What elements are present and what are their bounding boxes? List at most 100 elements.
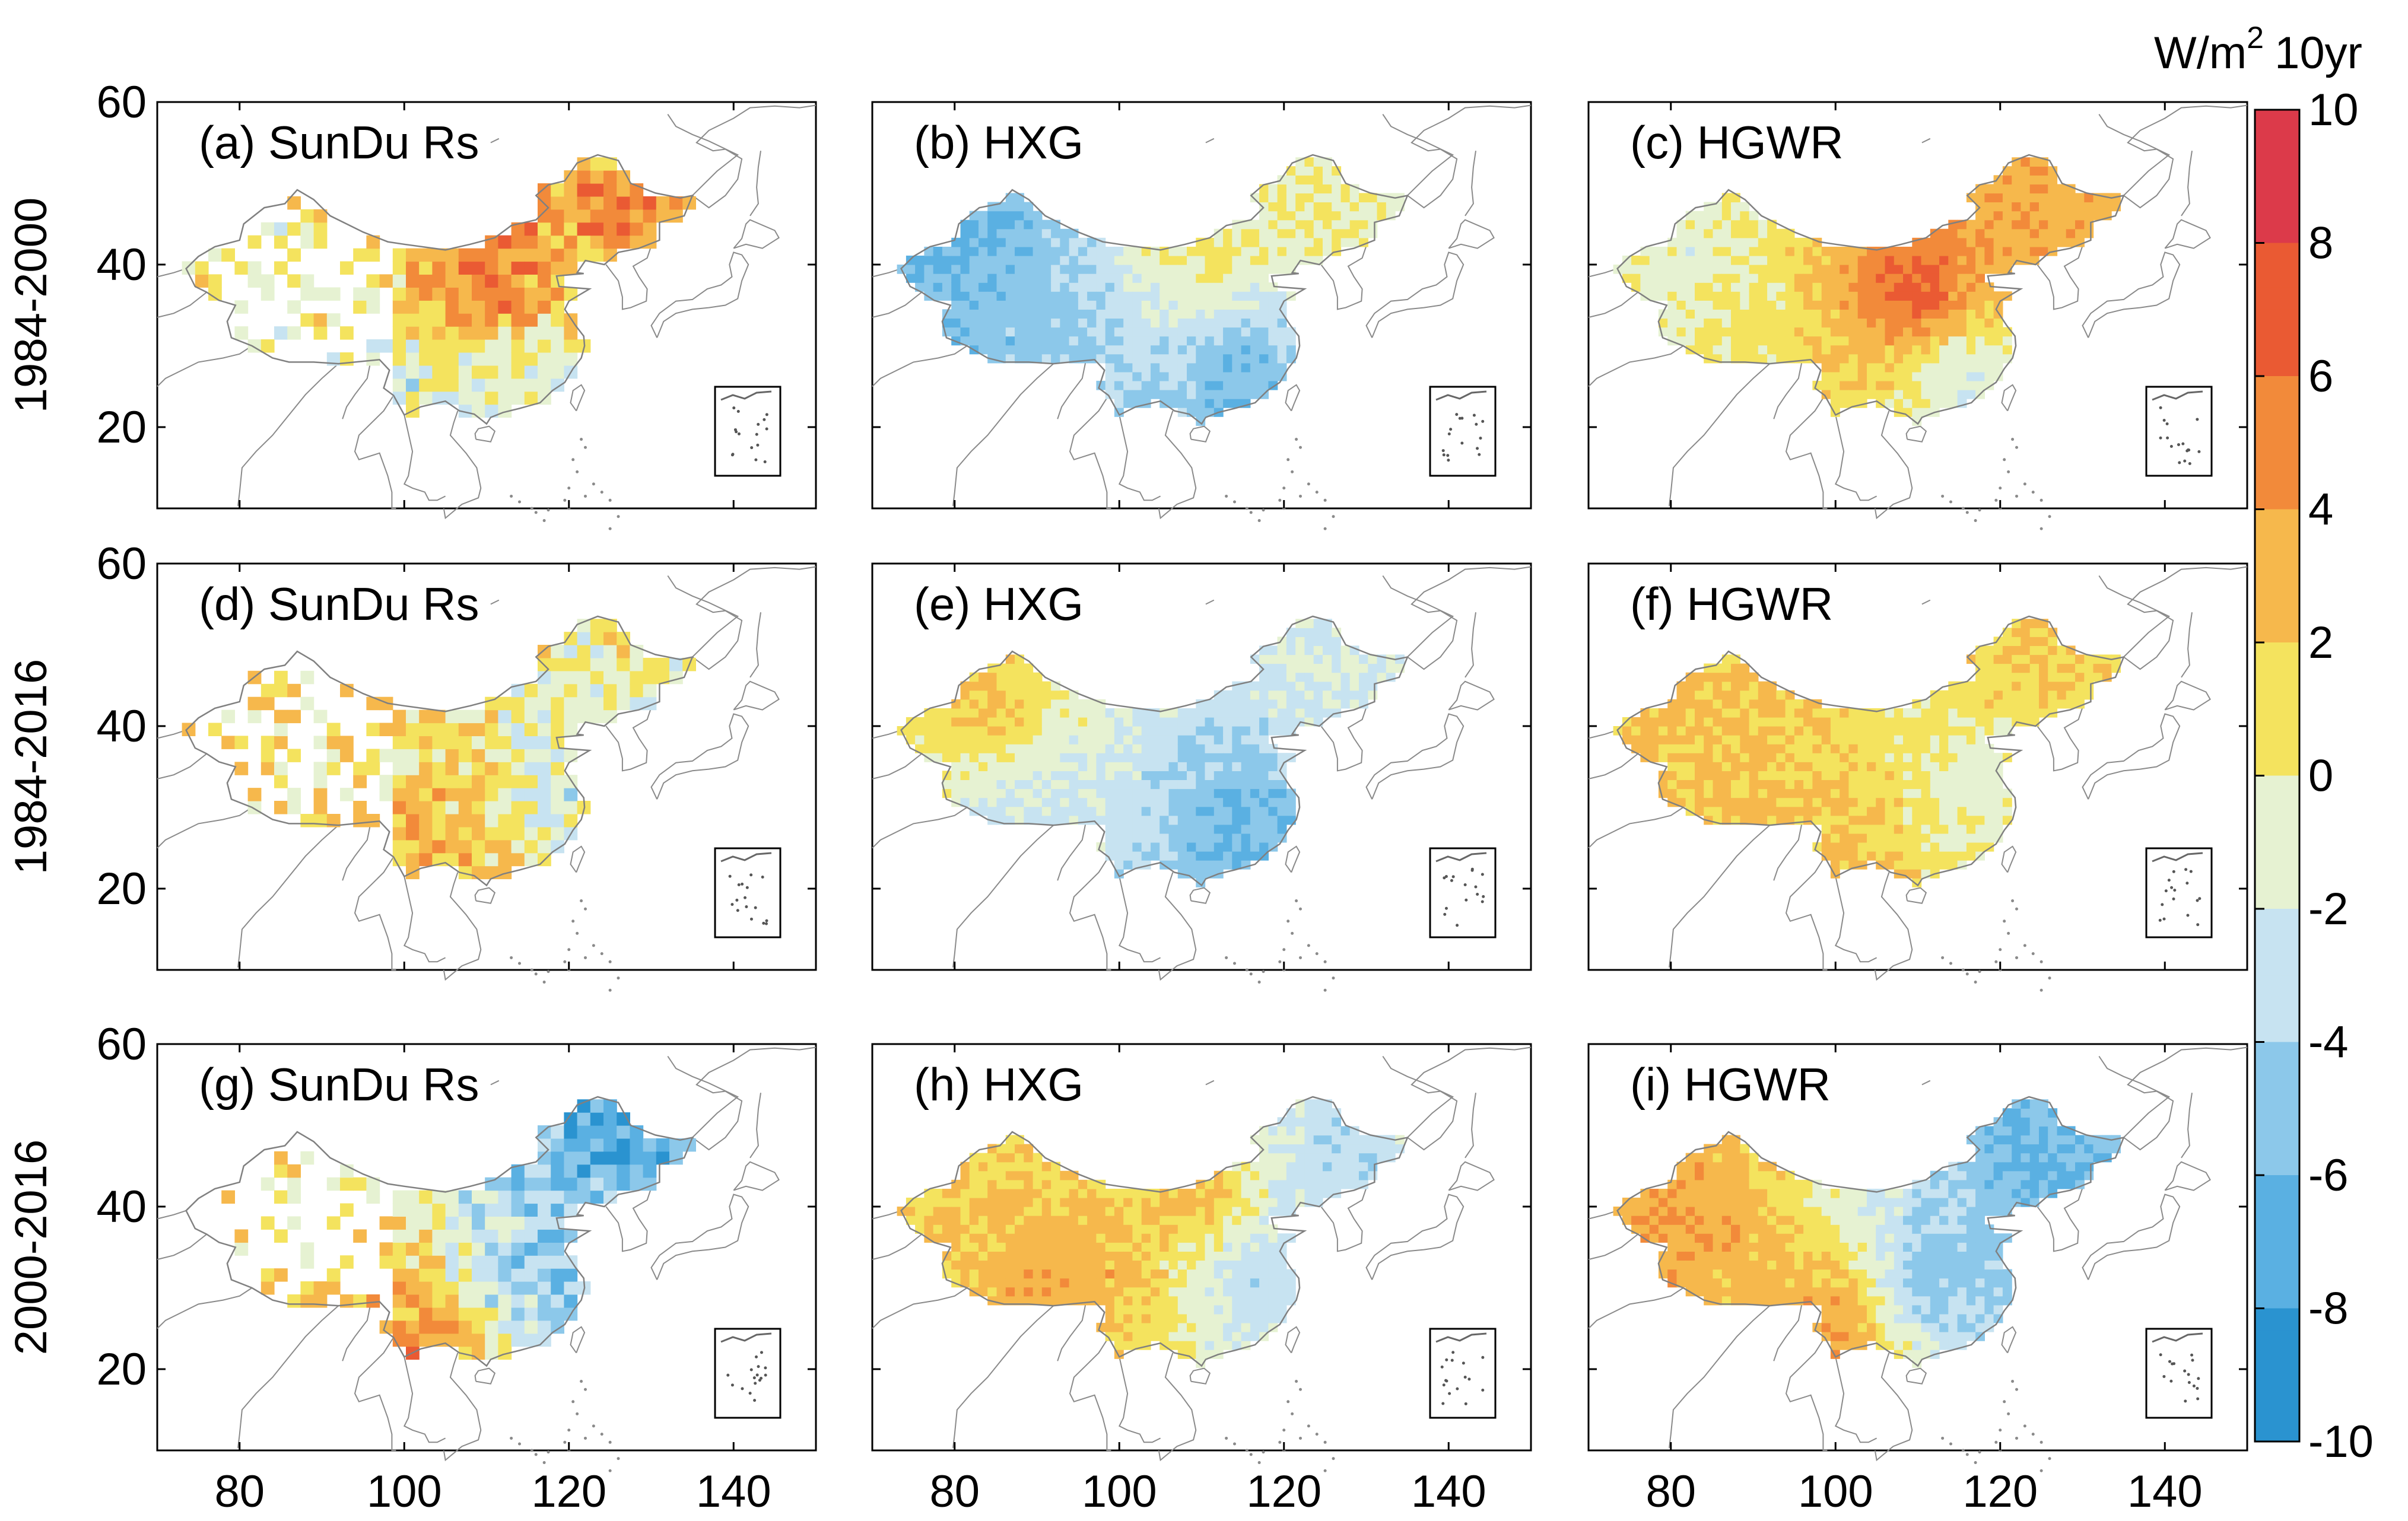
trend-cell — [1957, 237, 1967, 247]
trend-cell — [1123, 336, 1133, 346]
trend-cell — [1051, 1296, 1060, 1306]
coastline — [1407, 1046, 1532, 1151]
trend-cell — [392, 814, 406, 828]
trend-cell — [2039, 193, 2048, 203]
trend-cell — [1015, 345, 1024, 355]
trend-cell — [1078, 309, 1088, 319]
trend-cell — [564, 696, 578, 711]
trend-cell — [1840, 336, 1850, 346]
trend-cell — [551, 1255, 564, 1269]
trend-cell — [2002, 184, 2012, 194]
trend-cell — [432, 378, 446, 392]
coastline — [2082, 713, 2181, 800]
trend-cell — [1151, 371, 1160, 381]
trend-cell — [511, 788, 525, 801]
trend-cell — [498, 1320, 512, 1334]
trend-cell — [577, 1099, 591, 1113]
trend-cell — [1767, 273, 1777, 283]
trend-cell — [458, 788, 472, 801]
trend-cell — [1667, 282, 1678, 292]
trend-cell — [1785, 345, 1795, 355]
inset-dot — [2198, 897, 2201, 900]
island-mark — [1233, 500, 1236, 504]
trend-cell — [1177, 762, 1187, 771]
inset-dot — [749, 1368, 753, 1372]
trend-cell — [1078, 1207, 1088, 1216]
trend-cell — [445, 852, 459, 867]
trend-cell — [498, 1177, 512, 1191]
trend-cell — [1803, 744, 1813, 753]
inset-frame — [2145, 847, 2213, 938]
trend-cell — [419, 801, 433, 814]
trend-cell — [1250, 327, 1260, 337]
trend-cell — [1105, 1251, 1115, 1261]
trend-cell — [590, 222, 604, 236]
trend-cell — [1876, 362, 1886, 373]
trend-cell — [1250, 228, 1260, 238]
trend-cell — [1740, 228, 1750, 238]
trend-cell — [1767, 708, 1777, 718]
trend-cell — [1812, 273, 1822, 283]
trend-cell — [445, 839, 459, 854]
trend-cell — [1105, 1188, 1115, 1198]
island-mark — [542, 519, 546, 523]
trend-cell — [1213, 762, 1224, 771]
trend-cell — [1948, 327, 1958, 337]
trend-cell — [1685, 717, 1695, 727]
trend-cell — [1060, 806, 1070, 816]
trend-cell — [1295, 672, 1305, 682]
trend-cell — [590, 709, 604, 724]
trend-cell — [1857, 273, 1867, 283]
trend-cell — [1187, 753, 1196, 762]
trend-cell — [617, 209, 630, 223]
trend-cell — [1196, 371, 1206, 381]
trend-cell — [1912, 744, 1922, 753]
trend-cell — [1051, 1224, 1060, 1234]
trend-cell — [643, 1151, 657, 1165]
trend-cell — [2021, 157, 2031, 167]
trend-cell — [2002, 717, 2012, 727]
trend-cell — [1141, 1215, 1151, 1225]
trend-cell — [1912, 318, 1922, 328]
trend-cell — [1731, 300, 1740, 310]
trend-cell — [1141, 1260, 1151, 1270]
trend-cell — [472, 788, 485, 801]
trend-cell — [1894, 300, 1904, 310]
trend-cell — [458, 839, 472, 854]
trend-cell — [485, 1216, 498, 1230]
trend-cell — [1151, 327, 1160, 337]
trend-cell — [392, 749, 406, 762]
trend-cell — [445, 1242, 459, 1256]
trend-cell — [1078, 255, 1088, 265]
trend-cell — [1277, 815, 1287, 825]
trend-cell — [379, 1242, 393, 1256]
trend-cell — [1885, 842, 1895, 852]
trend-cell — [1939, 735, 1949, 744]
trend-cell — [1168, 1304, 1178, 1315]
trend-cell — [1721, 815, 1732, 825]
trend-cell — [1903, 354, 1913, 364]
trend-cell — [1295, 699, 1305, 709]
trend-cell — [406, 1281, 420, 1295]
trend-cell — [617, 1138, 630, 1152]
trend-cell — [617, 222, 630, 236]
trend-cell — [1033, 228, 1043, 238]
trend-cell — [1069, 327, 1079, 337]
trend-cell — [1685, 318, 1695, 328]
trend-cell — [1658, 255, 1668, 265]
trend-cell — [1105, 708, 1115, 718]
trend-cell — [1984, 219, 1994, 230]
trend-cell — [1295, 175, 1305, 184]
trend-cell — [1024, 300, 1034, 310]
trend-cell — [987, 1278, 997, 1288]
trend-cell — [1948, 824, 1958, 834]
trend-cell — [1051, 1269, 1060, 1279]
trend-cell — [1259, 645, 1269, 656]
trend-cell — [564, 339, 578, 353]
trend-cell — [1033, 336, 1043, 346]
coastline — [1669, 825, 1770, 968]
trend-cell — [1187, 336, 1196, 346]
trend-cell — [1223, 345, 1232, 355]
trend-cell — [1721, 771, 1732, 780]
inset-dot — [1478, 453, 1481, 456]
